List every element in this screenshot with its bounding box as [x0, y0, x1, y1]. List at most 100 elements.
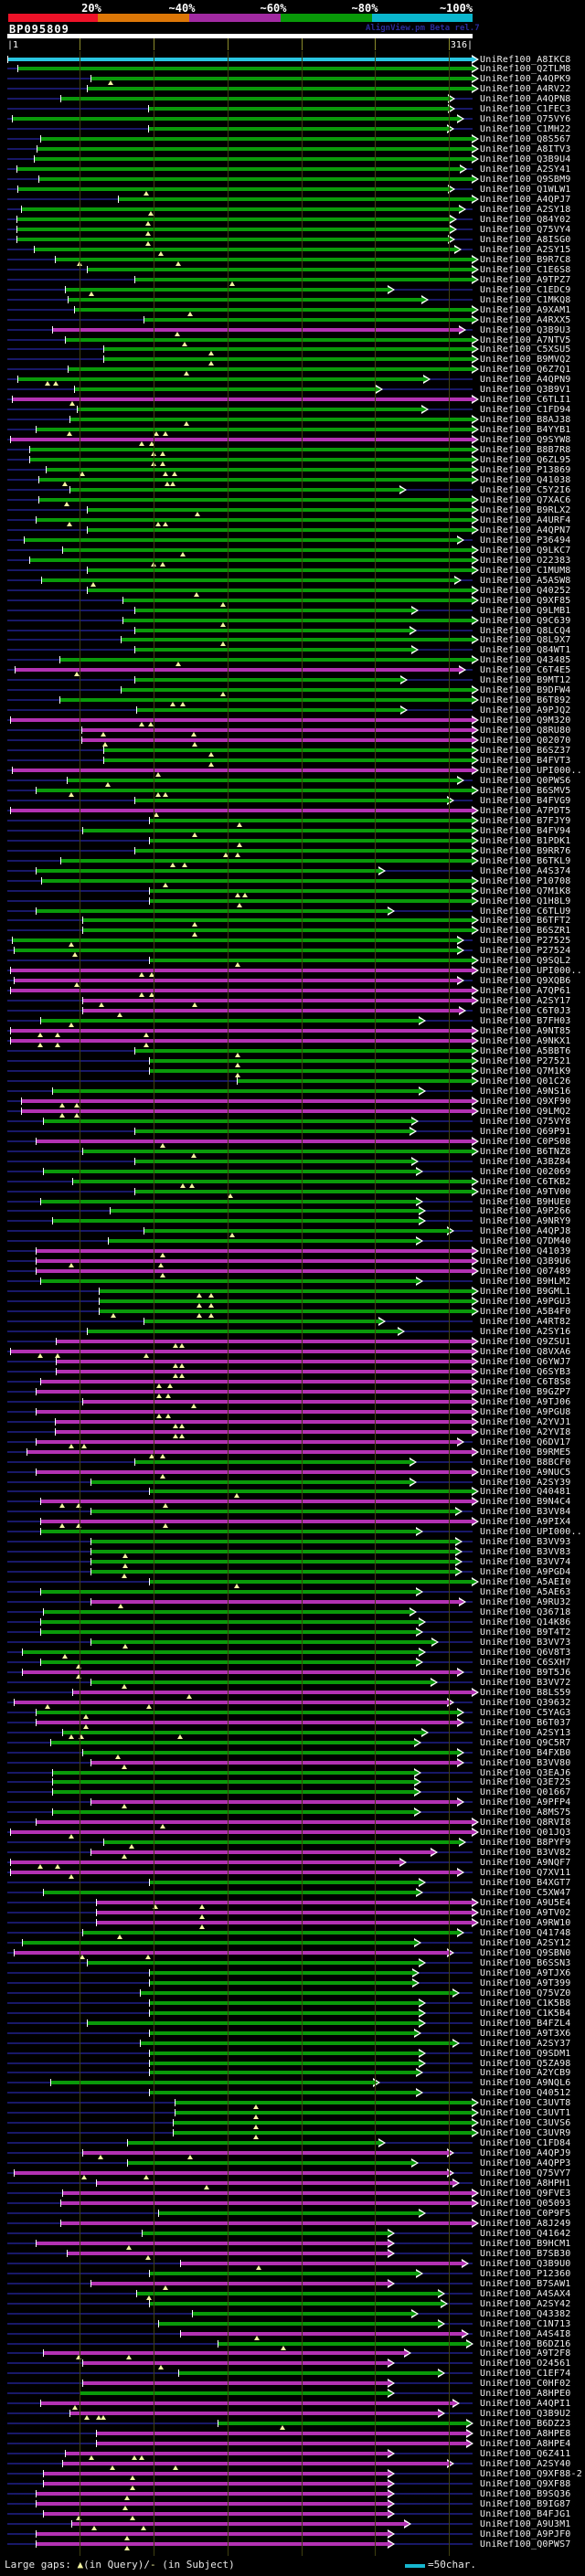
hsp-bar[interactable] [39, 1019, 420, 1023]
subject-id-label[interactable]: UniRef100_Q9XF88 [480, 2479, 571, 2490]
subject-id-label[interactable]: UniRef100_Q40252 [480, 585, 571, 596]
subject-id-label[interactable]: UniRef100_A8J249 [480, 2218, 571, 2229]
hsp-bar[interactable] [42, 1169, 417, 1173]
subject-id-label[interactable]: UniRef100_Q3E725 [480, 1777, 571, 1788]
subject-id-label[interactable]: UniRef100_Q9M320 [480, 716, 571, 726]
hsp-bar[interactable] [35, 1389, 473, 1394]
hsp-bar[interactable] [35, 517, 473, 522]
subject-id-label[interactable]: UniRef100_Q8LCQ4 [480, 625, 571, 636]
subject-id-label[interactable]: UniRef100_B7FH03 [480, 1016, 571, 1027]
subject-id-label[interactable]: UniRef100_Q41642 [480, 2228, 571, 2239]
subject-id-label[interactable]: UniRef100_Q9SBM9 [480, 175, 571, 186]
subject-id-label[interactable]: UniRef100_A9PJF0 [480, 2528, 571, 2539]
hsp-bar[interactable] [87, 267, 473, 271]
hsp-bar[interactable] [90, 1540, 457, 1544]
subject-id-label[interactable]: UniRef100_O22383 [480, 555, 571, 566]
hsp-bar[interactable] [135, 2291, 439, 2295]
hsp-bar[interactable] [103, 347, 473, 352]
hsp-bar[interactable] [17, 67, 473, 71]
hsp-bar[interactable] [82, 1750, 458, 1754]
hsp-bar[interactable] [82, 828, 473, 832]
subject-id-label[interactable]: UniRef100_B4FVG9 [480, 795, 571, 806]
subject-id-label[interactable]: UniRef100_Q9SDM1 [480, 2048, 571, 2059]
subject-id-label[interactable]: UniRef100_A2SY17 [480, 996, 571, 1007]
subject-id-label[interactable]: UniRef100_Q8S567 [480, 134, 571, 145]
hsp-bar[interactable] [61, 547, 473, 552]
subject-id-label[interactable]: UniRef100_A9TV02 [480, 1908, 571, 1919]
hsp-bar[interactable] [87, 507, 473, 512]
hsp-bar[interactable] [16, 217, 451, 221]
hsp-bar[interactable] [90, 1479, 411, 1484]
hsp-bar[interactable] [96, 2181, 453, 2186]
hsp-bar[interactable] [42, 1118, 412, 1123]
subject-id-label[interactable]: UniRef100_Q1H8L9 [480, 896, 571, 906]
hsp-bar[interactable] [82, 1009, 460, 1013]
hsp-bar[interactable] [42, 2482, 388, 2486]
subject-id-label[interactable]: UniRef100_A4QPK9 [480, 74, 571, 85]
hsp-bar[interactable] [60, 2201, 473, 2205]
hsp-bar[interactable] [39, 1620, 420, 1625]
subject-id-label[interactable]: UniRef100_Q41038 [480, 475, 571, 486]
subject-id-label[interactable]: UniRef100_A9TV00 [480, 1186, 571, 1197]
hsp-bar[interactable] [60, 97, 450, 101]
subject-id-label[interactable]: UniRef100_Q7M1K8 [480, 885, 571, 896]
hsp-bar[interactable] [66, 2251, 388, 2255]
subject-id-label[interactable]: UniRef100_B9T4T2 [480, 1627, 571, 1638]
hsp-bar[interactable] [69, 2412, 439, 2416]
hsp-bar[interactable] [51, 1780, 415, 1785]
subject-id-label[interactable]: UniRef100_C3UVR9 [480, 2128, 571, 2139]
subject-id-label[interactable]: UniRef100_Q7XAC6 [480, 494, 571, 505]
subject-id-label[interactable]: UniRef100_B1PDK1 [480, 835, 571, 846]
subject-id-label[interactable]: UniRef100_B3VV72 [480, 1677, 571, 1688]
hsp-bar[interactable] [149, 2271, 417, 2275]
hsp-bar[interactable] [134, 1159, 412, 1163]
subject-id-label[interactable]: UniRef100_A9XAM1 [480, 304, 571, 315]
subject-id-label[interactable]: UniRef100_Q9LKC7 [480, 545, 571, 556]
subject-id-label[interactable]: UniRef100_A8HPE0 [480, 2389, 571, 2400]
hsp-bar[interactable] [82, 2381, 388, 2386]
subject-id-label[interactable]: UniRef100_A2SY13 [480, 1727, 571, 1738]
hsp-bar[interactable] [122, 598, 473, 602]
hsp-bar[interactable] [49, 1740, 415, 1744]
subject-id-label[interactable]: UniRef100_A4QPJ8 [480, 1226, 571, 1237]
hsp-bar[interactable] [96, 2442, 467, 2446]
subject-id-label[interactable]: UniRef100_Q5ZA98 [480, 2058, 571, 2069]
hsp-bar[interactable] [13, 949, 458, 953]
subject-id-label[interactable]: UniRef100_C1K5B8 [480, 1998, 571, 2009]
subject-id-label[interactable]: UniRef100_C5Y2I6 [480, 484, 571, 495]
subject-id-label[interactable]: UniRef100_B6SMV5 [480, 785, 571, 796]
subject-id-label[interactable]: UniRef100_C1FD84 [480, 2138, 571, 2149]
hsp-bar[interactable] [134, 1459, 411, 1464]
subject-id-label[interactable]: UniRef100_B4FJG1 [480, 2508, 571, 2519]
hsp-bar[interactable] [90, 1570, 457, 1574]
hsp-bar[interactable] [174, 2111, 473, 2115]
hsp-bar[interactable] [35, 1720, 458, 1724]
hsp-bar[interactable] [56, 1359, 473, 1363]
subject-id-label[interactable]: UniRef100_Q43485 [480, 655, 571, 666]
hsp-bar[interactable] [134, 798, 448, 802]
subject-id-label[interactable]: UniRef100_B6T892 [480, 695, 571, 706]
subject-id-label[interactable]: UniRef100_C0PS08 [480, 1136, 571, 1147]
subject-id-label[interactable]: UniRef100_P27525 [480, 936, 571, 947]
subject-id-label[interactable]: UniRef100_B8LS59 [480, 1687, 571, 1698]
subject-id-label[interactable]: UniRef100_A9NT85 [480, 1026, 571, 1037]
subject-id-label[interactable]: UniRef100_A4QPP3 [480, 2158, 571, 2169]
hsp-bar[interactable] [73, 387, 377, 392]
subject-id-label[interactable]: UniRef100_B4FZL4 [480, 2018, 571, 2029]
hsp-bar[interactable] [143, 1320, 380, 1324]
hsp-bar[interactable] [42, 2511, 388, 2516]
hsp-bar[interactable] [99, 1309, 473, 1314]
hsp-bar[interactable] [87, 1330, 399, 1334]
subject-id-label[interactable]: UniRef100_B9GZP7 [480, 1386, 571, 1397]
hsp-bar[interactable] [56, 1369, 473, 1373]
hsp-bar[interactable] [236, 1078, 473, 1083]
subject-id-label[interactable]: UniRef100_C6TLU9 [480, 906, 571, 917]
subject-id-label[interactable]: UniRef100_A4QPN9 [480, 375, 571, 386]
subject-id-label[interactable]: UniRef100_Q9SYW8 [480, 435, 571, 446]
hsp-bar[interactable] [90, 1800, 458, 1805]
subject-id-label[interactable]: UniRef100_Q41748 [480, 1927, 571, 1938]
hsp-bar[interactable] [10, 1830, 473, 1835]
hsp-bar[interactable] [134, 608, 412, 612]
subject-id-label[interactable]: UniRef100_Q69P91 [480, 1126, 571, 1137]
subject-id-label[interactable]: UniRef100_Q9XF88-2 [480, 2469, 582, 2480]
